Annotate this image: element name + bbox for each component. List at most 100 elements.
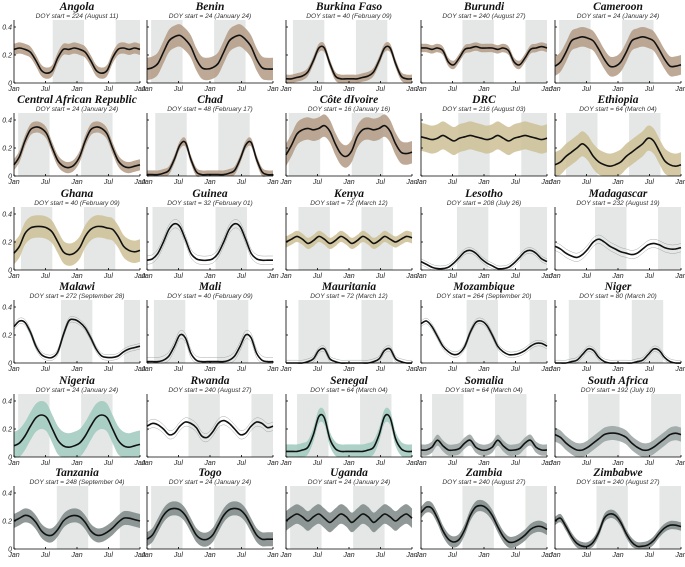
- panel-title: Madagascar: [588, 188, 648, 200]
- mean-sif-line: [286, 413, 413, 453]
- x-tick-label: Jan: [477, 366, 489, 373]
- x-tick-label: Jan: [140, 273, 152, 280]
- panel-title: Lesotho: [464, 188, 503, 200]
- x-tick-label: Jan: [342, 273, 354, 280]
- x-tick-label: Jan: [477, 460, 489, 467]
- panel-title: Benin: [195, 1, 225, 13]
- x-tick-label: Jan: [674, 273, 685, 280]
- x-tick-label: Jul: [40, 273, 50, 280]
- mean-sif-line: [285, 45, 413, 80]
- panel-subtitle: DOY start = 272 (September 28): [30, 293, 125, 300]
- mean-sif-line: [13, 47, 141, 74]
- x-tick-label: Jan: [405, 460, 417, 467]
- y-tick-label: 0: [8, 360, 12, 367]
- x-tick-label: Jul: [375, 366, 385, 373]
- panel-subtitle: DOY start = 32 (February 01): [167, 200, 252, 207]
- x-tick-label: Jan: [133, 179, 145, 186]
- x-tick-label: Jan: [70, 460, 82, 467]
- panel-subtitle: DOY start = 24 (January 24): [36, 106, 119, 113]
- x-tick-label: Jul: [312, 86, 322, 93]
- x-tick-label: Jan: [405, 86, 417, 93]
- x-tick-label: Jan: [140, 460, 152, 467]
- x-tick-label: Jul: [375, 86, 385, 93]
- x-tick-label: Jan: [279, 552, 291, 559]
- panel-subtitle: DOY start = 24 (January 24): [169, 13, 252, 20]
- upper-bound-line: [420, 247, 548, 267]
- uncertainty-band: [14, 121, 140, 174]
- x-tick-label: Jan: [7, 460, 19, 467]
- x-tick-label: Jan: [540, 86, 552, 93]
- x-tick-label: Jul: [644, 460, 654, 467]
- panel-subtitle: DOY start = 72 (March 12): [310, 293, 387, 300]
- panel-title: Somalia: [465, 375, 504, 387]
- x-tick-label: Jan: [266, 552, 278, 559]
- panel-subtitle: DOY start = 240 (August 27): [168, 387, 251, 394]
- panel-subtitle: DOY start = 16 (January 16): [308, 106, 391, 113]
- x-tick-label: Jul: [375, 460, 385, 467]
- x-tick-label: Jan: [674, 366, 685, 373]
- x-tick-label: Jan: [203, 86, 215, 93]
- panel-title: Angola: [59, 1, 95, 13]
- x-tick-label: Jul: [581, 552, 591, 559]
- x-tick-label: Jul: [40, 460, 50, 467]
- x-tick-label: Jan: [548, 86, 560, 93]
- panel-title: Nigeria: [58, 375, 95, 387]
- panel-title: Guinea: [192, 188, 227, 200]
- x-tick-label: Jan: [70, 366, 82, 373]
- x-tick-label: Jul: [40, 366, 50, 373]
- x-tick-label: Jan: [540, 460, 552, 467]
- x-tick-label: Jul: [644, 552, 654, 559]
- x-tick-label: Jan: [674, 179, 685, 186]
- x-tick-label: Jul: [581, 179, 591, 186]
- x-tick-label: Jul: [312, 552, 322, 559]
- mean-sif-line: [420, 504, 548, 544]
- panel-subtitle: DOY start = 232 (August 19): [576, 200, 659, 207]
- panel-title: Mauritania: [321, 281, 377, 293]
- y-tick-label: 0.4: [2, 304, 12, 311]
- mean-sif-line: [285, 124, 413, 158]
- x-tick-label: Jan: [279, 460, 291, 467]
- x-tick-label: Jul: [581, 273, 591, 280]
- mean-sif-line: [13, 318, 141, 359]
- panel-title: Zimbabwe: [592, 467, 642, 479]
- growing-season-shade: [529, 300, 547, 363]
- x-tick-label: Jan: [674, 552, 685, 559]
- x-tick-label: Jan: [279, 179, 291, 186]
- upper-bound-line: [420, 317, 548, 353]
- mean-sif-line: [554, 432, 682, 452]
- x-tick-label: Jul: [236, 366, 246, 373]
- x-tick-label: Jul: [312, 273, 322, 280]
- x-tick-label: Jan: [203, 460, 215, 467]
- x-tick-label: Jul: [312, 460, 322, 467]
- x-tick-label: Jul: [644, 86, 654, 93]
- x-tick-label: Jul: [447, 460, 457, 467]
- x-tick-label: Jan: [414, 460, 426, 467]
- panel-title: Burkina Faso: [315, 1, 382, 13]
- x-tick-label: Jan: [203, 366, 215, 373]
- panel-title: Uganda: [330, 467, 368, 479]
- x-tick-label: Jan: [7, 273, 19, 280]
- x-tick-label: Jan: [133, 460, 145, 467]
- panel-subtitle: DOY start = 208 (July 26): [447, 200, 521, 207]
- x-tick-label: Jul: [447, 552, 457, 559]
- mean-sif-line: [146, 34, 274, 70]
- y-tick-label: 0.4: [2, 24, 12, 31]
- mean-sif-line: [13, 225, 141, 256]
- x-tick-label: Jan: [140, 366, 152, 373]
- x-tick-label: Jan: [266, 86, 278, 93]
- panel-title: Central African Republic: [17, 94, 137, 106]
- mean-sif-line: [420, 249, 548, 270]
